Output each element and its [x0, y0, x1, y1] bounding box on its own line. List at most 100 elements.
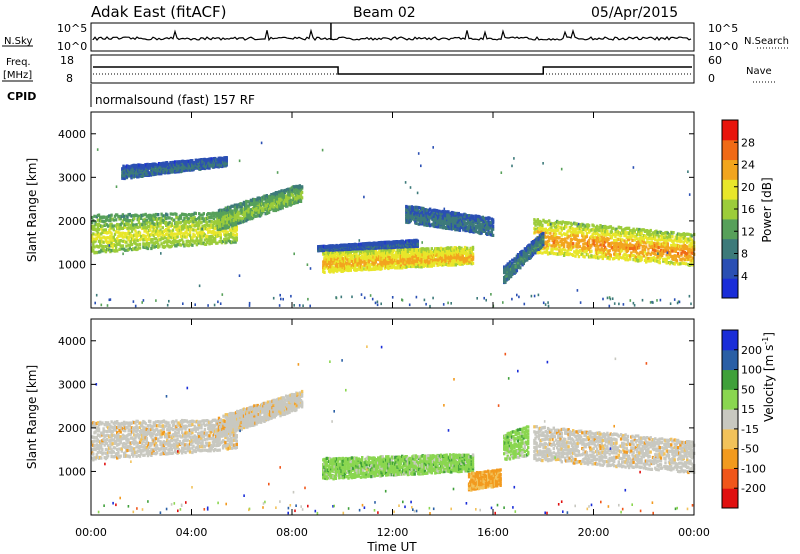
range-gate-cell: [356, 259, 359, 263]
range-gate-cell: [531, 240, 535, 244]
range-gate-cell: [577, 255, 581, 259]
range-gate-cell: [150, 246, 153, 251]
range-gate-cell: [340, 258, 343, 263]
range-gate-cell: [534, 223, 537, 227]
range-gate-cell: [109, 226, 112, 230]
range-gate-cell: [116, 236, 119, 241]
range-gate-cell: [663, 241, 666, 245]
range-gate-cell: [239, 218, 242, 222]
range-gate-cell: [634, 235, 638, 239]
range-gate-cell: [631, 243, 634, 248]
range-gate-cell: [361, 268, 364, 272]
range-gate-cell: [403, 252, 406, 256]
range-gate-cell: [212, 159, 216, 163]
range-gate-cell: [234, 233, 237, 238]
range-gate-cell: [515, 269, 519, 273]
range-gate-cell: [608, 257, 611, 261]
range-gate-cell: [111, 224, 114, 228]
range-gate-cell: [149, 228, 152, 232]
range-gate-cell: [670, 254, 673, 258]
range-gate-cell: [390, 265, 394, 270]
range-gate-cell: [161, 237, 164, 241]
range-gate-cell: [130, 229, 134, 233]
range-gate-cell: [168, 239, 171, 243]
range-gate-cell: [158, 244, 161, 248]
range-gate-cell: [665, 253, 668, 257]
range-gate-cell: [545, 220, 549, 224]
range-gate-cell: [419, 215, 423, 219]
range-gate-cell: [675, 259, 679, 263]
range-gate-cell: [561, 251, 565, 255]
range-gate-cell: [179, 220, 183, 224]
range-gate-cell: [292, 201, 296, 205]
range-gate-cell: [217, 225, 221, 229]
range-gate-cell: [185, 235, 188, 239]
range-gate-cell: [251, 213, 255, 217]
range-gate-cell: [121, 239, 125, 243]
range-gate-cell: [208, 166, 211, 170]
range-gate-cell: [246, 217, 249, 221]
range-gate-cell: [407, 261, 411, 265]
range-gate-cell: [614, 235, 617, 239]
range-gate-cell: [440, 259, 444, 263]
range-gate-cell: [220, 215, 223, 219]
range-gate-cell: [96, 225, 100, 229]
range-gate-cell: [182, 242, 185, 246]
range-gate-cell: [159, 218, 162, 222]
range-gate-cell: [686, 247, 689, 251]
range-gate-cell: [678, 255, 681, 259]
range-gate-cell: [193, 241, 196, 245]
range-gate-cell: [162, 234, 166, 238]
range-gate-cell: [106, 231, 110, 235]
range-gate-cell: [681, 257, 684, 261]
range-gate-cell: [624, 233, 627, 237]
range-gate-cell: [613, 256, 616, 260]
range-gate-cell: [657, 245, 660, 250]
range-gate-cell: [471, 261, 475, 265]
range-gate-cell: [272, 192, 275, 196]
range-gate-cell: [91, 215, 94, 220]
range-gate-cell: [138, 225, 142, 229]
range-gate-cell: [92, 232, 95, 236]
range-gate-cell: [105, 218, 109, 222]
range-gate-cell: [623, 239, 626, 243]
range-gate-cell: [550, 225, 553, 229]
range-gate-cell: [237, 215, 240, 219]
range-gate-cell: [160, 172, 163, 176]
range-gate-cell: [104, 228, 108, 232]
range-gate-cell: [640, 255, 643, 259]
range-gate-cell: [647, 251, 650, 255]
range-gate-cell: [552, 242, 555, 246]
range-gate-cell: [679, 236, 682, 240]
range-gate-cell: [100, 236, 103, 240]
range-gate-cell: [640, 257, 643, 262]
range-gate-cell: [542, 231, 545, 236]
range-gate-cell: [631, 238, 634, 242]
range-gate-cell: [155, 226, 159, 230]
range-gate-cell: [587, 238, 591, 242]
range-gate-cell: [144, 244, 147, 248]
range-gate-cell: [405, 216, 408, 221]
range-gate-cell: [605, 253, 608, 257]
freq-panel: [90, 54, 695, 84]
range-gate-cell: [127, 222, 130, 226]
range-gate-cell: [340, 263, 343, 268]
range-gate-cell: [598, 229, 601, 233]
range-gate-cell: [690, 234, 693, 238]
range-gate-cell: [159, 232, 162, 236]
range-gate-cell: [419, 211, 423, 215]
freq-trace: [93, 66, 692, 75]
range-gate-cell: [180, 224, 184, 228]
range-gate-cell: [130, 220, 134, 225]
range-gate-cell: [546, 231, 550, 235]
range-gate-cell: [646, 259, 649, 263]
range-gate-cell: [615, 248, 618, 252]
range-gate-cell: [299, 199, 303, 203]
range-gate-cell: [657, 234, 660, 238]
range-gate-cell: [403, 250, 406, 254]
range-gate-cell: [355, 254, 358, 258]
range-gate-cell: [135, 231, 138, 235]
range-gate-cell: [561, 220, 565, 224]
range-gate-cell: [186, 225, 189, 229]
range-gate-cell: [399, 259, 403, 263]
